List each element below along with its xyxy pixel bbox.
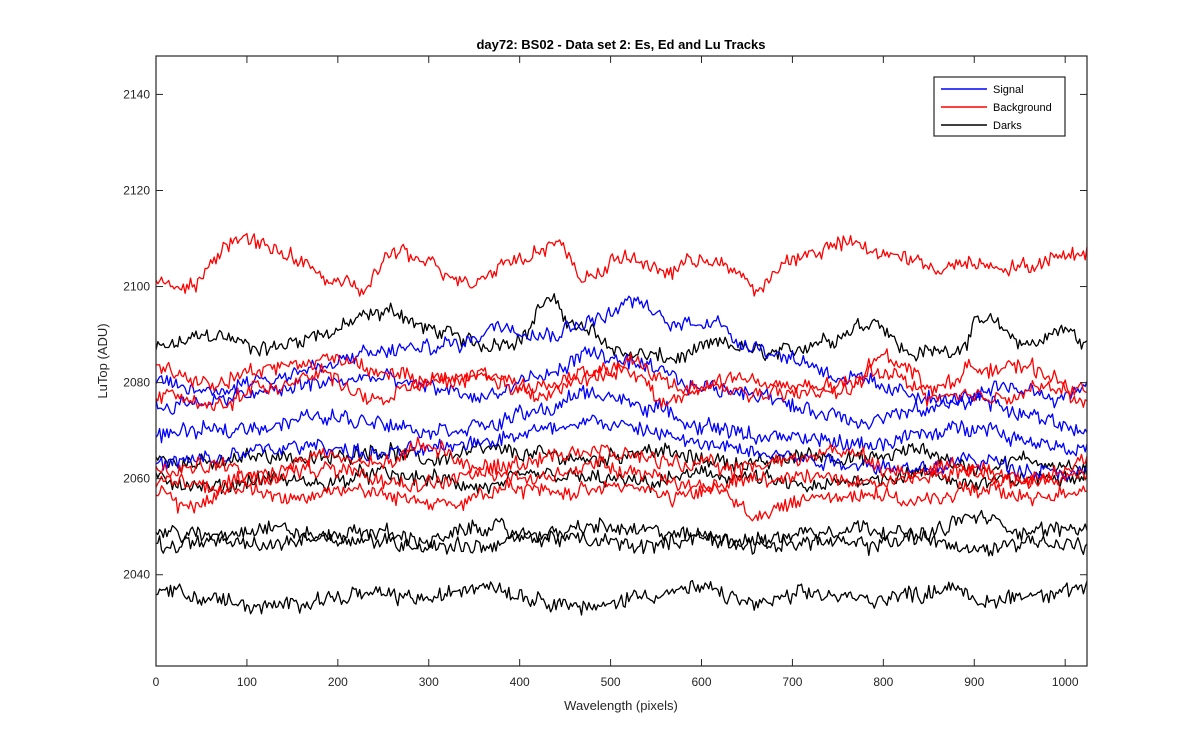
x-tick-label: 0 xyxy=(153,675,160,689)
x-tick-label: 500 xyxy=(601,675,621,689)
series-line-background-4 xyxy=(155,477,1088,522)
y-tick-label: 2040 xyxy=(123,568,150,582)
series-line-background-2 xyxy=(155,363,1088,412)
plot-area xyxy=(156,56,1087,666)
series-line-darks-10 xyxy=(155,293,1088,364)
y-tick-label: 2120 xyxy=(123,183,150,197)
x-tick-label: 400 xyxy=(510,675,530,689)
legend-background-label: Background xyxy=(993,102,1052,114)
x-tick-label: 600 xyxy=(691,675,711,689)
axes-frame xyxy=(155,55,1088,667)
series-line-background-3 xyxy=(155,436,1088,487)
x-tick-label: 1000 xyxy=(1052,675,1079,689)
y-tick-label: 2100 xyxy=(123,280,150,294)
series-line-background-0 xyxy=(155,232,1088,297)
x-tick-label: 700 xyxy=(782,675,802,689)
legend-darks-label: Darks xyxy=(993,120,1022,132)
series-line-darks-14 xyxy=(155,529,1088,557)
y-axis-label: LuTop (ADU) xyxy=(95,323,110,398)
series-line-signal-7 xyxy=(155,346,1088,437)
y-tick-label: 2060 xyxy=(123,472,150,486)
series-line-darks-15 xyxy=(155,579,1088,616)
series-line-background-5 xyxy=(155,453,1088,496)
x-tick-label: 300 xyxy=(419,675,439,689)
y-tick-label: 2140 xyxy=(123,87,150,101)
series-line-signal-8 xyxy=(155,384,1088,457)
legend: Signal Background Darks xyxy=(933,76,1066,137)
series-line-background-1 xyxy=(155,348,1088,400)
x-tick-label: 200 xyxy=(328,675,348,689)
chart-title: day72: BS02 - Data set 2: Es, Ed and Lu … xyxy=(476,37,765,52)
axes-layer: 0 100 200 300 400 500 600 700 800 900 1000 2040 2060… xyxy=(123,55,1088,689)
x-tick-label: 100 xyxy=(237,675,257,689)
x-axis-label: Wavelength (pixels) xyxy=(564,698,678,713)
x-tick-label: 800 xyxy=(873,675,893,689)
legend-signal-label: Signal xyxy=(993,84,1024,96)
series-line-darks-13 xyxy=(155,509,1088,550)
series-layer xyxy=(155,232,1088,616)
x-tick-label: 900 xyxy=(964,675,984,689)
y-tick-label: 2080 xyxy=(123,376,150,390)
